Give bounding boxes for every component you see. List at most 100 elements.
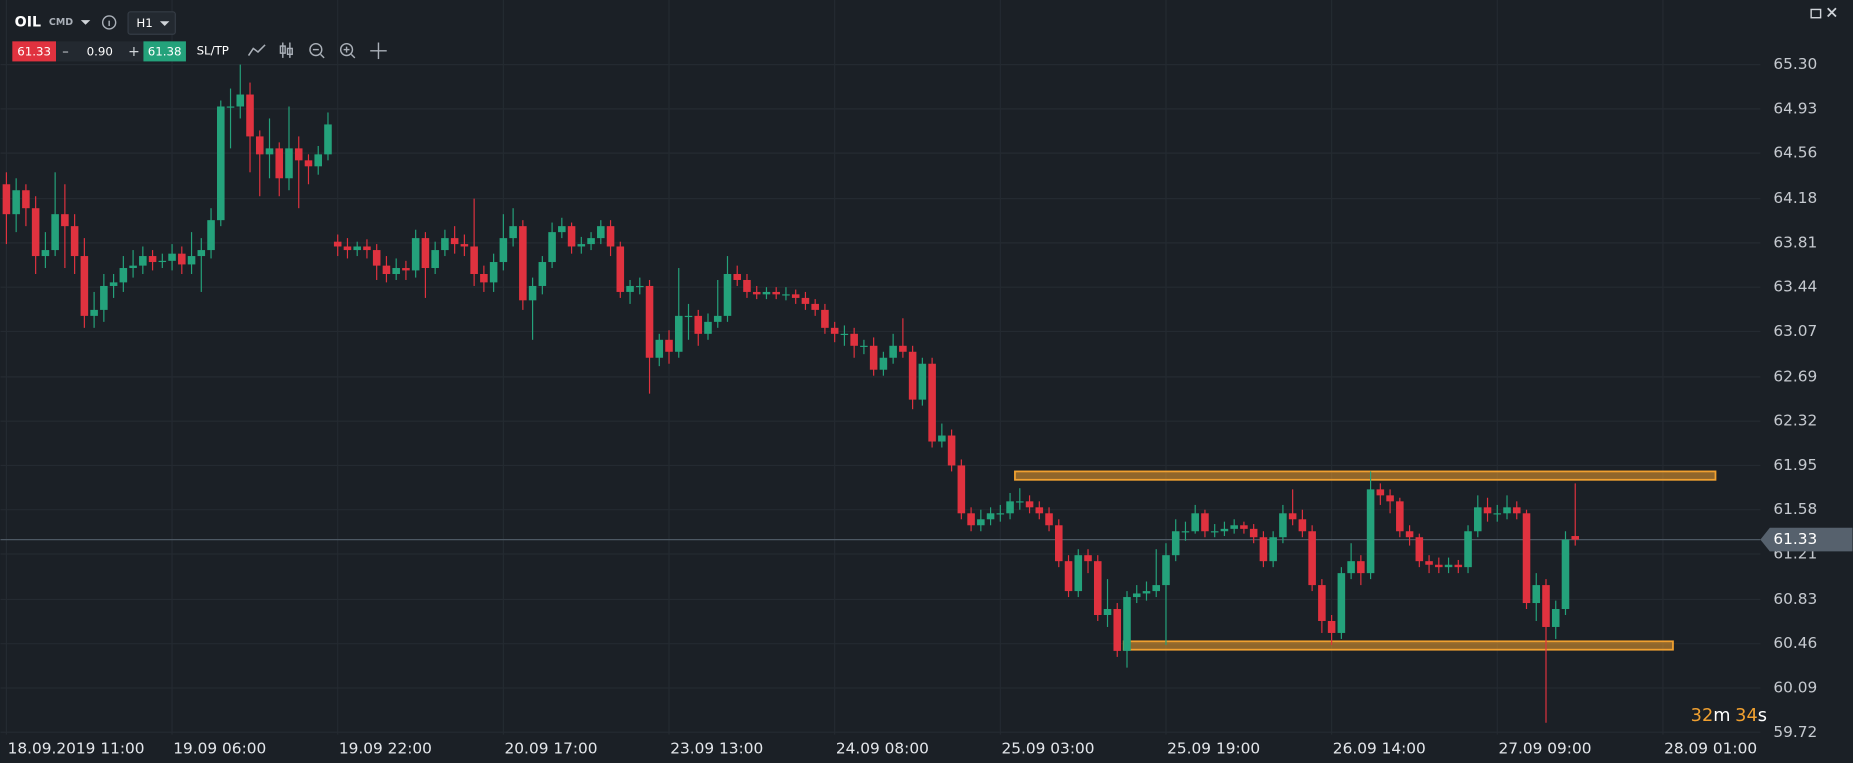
candle-body	[178, 253, 186, 265]
candle-body	[1464, 531, 1472, 568]
sell-button[interactable]	[12, 41, 57, 62]
decrease[interactable]: –	[62, 44, 68, 59]
candle-body	[869, 345, 878, 370]
y-tick-label: 60.83	[1773, 590, 1817, 608]
candle-body	[90, 309, 98, 316]
candle-body	[1483, 507, 1492, 514]
candle-body	[1327, 620, 1336, 633]
candle-body	[80, 256, 89, 316]
candle-body	[811, 303, 819, 310]
candle-body	[1191, 513, 1199, 532]
candle-body	[528, 285, 537, 301]
y-tick-label: 60.46	[1773, 634, 1817, 652]
candle-body	[265, 148, 274, 155]
candle-body	[996, 513, 1005, 515]
candle-body	[1220, 528, 1229, 532]
candle-body	[255, 136, 264, 155]
candle-body	[148, 256, 157, 263]
candle-body	[1142, 591, 1151, 594]
x-tick-label: 23.09 13:00	[670, 739, 763, 757]
candle-body	[1551, 609, 1560, 627]
candle-body	[821, 309, 829, 328]
candle-body	[762, 291, 771, 295]
last-price-marker	[1760, 527, 1853, 552]
minimize-icon[interactable]	[1810, 8, 1822, 19]
candle-body	[684, 315, 693, 318]
candle-body	[499, 238, 508, 263]
candle-body	[674, 315, 683, 352]
symbol[interactable]: OIL	[15, 14, 41, 30]
y-tick-label: 61.58	[1773, 500, 1817, 518]
candle-body	[1376, 489, 1385, 496]
candle-body	[22, 190, 30, 209]
candle-body	[743, 279, 751, 292]
candle-body	[616, 246, 625, 292]
timeframe-select[interactable]	[127, 11, 176, 35]
candle-body	[899, 345, 907, 352]
candle-body	[372, 250, 381, 266]
sell-price: 61.33	[17, 44, 51, 58]
info-icon[interactable]	[101, 15, 117, 30]
candle-body	[850, 333, 858, 346]
candle-body	[226, 106, 235, 108]
candle-body	[986, 513, 995, 520]
candle-body	[791, 294, 800, 298]
candle-body	[558, 226, 566, 233]
volume[interactable]: 0.90	[87, 44, 113, 58]
candle-body	[636, 285, 644, 288]
x-tick-label: 20.09 17:00	[505, 739, 598, 757]
candle-body	[314, 154, 323, 167]
candle-body	[704, 321, 712, 334]
candle-body	[947, 435, 956, 466]
candle-body	[12, 190, 20, 215]
candle-body	[1571, 536, 1580, 540]
move-icon[interactable]	[370, 42, 387, 60]
y-tick-label: 64.56	[1773, 144, 1817, 162]
y-tick-label: 63.81	[1773, 233, 1817, 251]
candle-body	[1152, 585, 1161, 592]
candle-body	[168, 253, 176, 261]
candle-body	[1240, 525, 1248, 529]
sltp-button[interactable]: SL/TP	[197, 43, 229, 57]
line-chart-icon[interactable]	[247, 44, 266, 56]
candle-body	[1366, 489, 1375, 574]
candle-body	[187, 256, 196, 265]
candle-body	[158, 260, 167, 263]
buy-button[interactable]	[143, 41, 186, 62]
candle-body	[626, 285, 634, 292]
close-icon[interactable]	[1827, 7, 1837, 18]
candle-body	[1064, 561, 1073, 592]
candle-body	[489, 262, 498, 283]
candle-body	[441, 238, 449, 251]
candle-body	[1259, 537, 1268, 562]
dropdown-icon[interactable]	[80, 20, 91, 25]
x-tick-label: 18.09.2019 11:00	[8, 739, 145, 757]
x-tick-label: 24.09 08:00	[836, 739, 929, 757]
increase[interactable]: +	[128, 44, 140, 60]
zoom-in-icon[interactable]	[339, 42, 356, 59]
candle-body	[938, 435, 946, 442]
candle-body	[480, 273, 488, 283]
candles	[2, 64, 1580, 723]
x-tick-label: 25.09 19:00	[1167, 739, 1260, 757]
candle-body	[61, 214, 69, 227]
candle-body	[1181, 531, 1190, 533]
candle-body	[1347, 561, 1355, 574]
candle-body	[1532, 585, 1541, 604]
countdown-unit: s	[1758, 706, 1767, 726]
candle-body	[1055, 525, 1063, 562]
zoom-out-icon[interactable]	[309, 42, 325, 59]
candle-body	[460, 244, 469, 247]
candle-body	[645, 285, 654, 358]
candle-body	[1308, 531, 1316, 586]
candle-body	[100, 285, 108, 310]
candle-body	[421, 238, 430, 269]
candle-chart-icon[interactable]	[279, 42, 293, 58]
candle-body	[1512, 507, 1521, 514]
y-tick-label: 64.93	[1773, 99, 1817, 117]
candle-body	[275, 148, 284, 179]
candle-body	[1337, 573, 1346, 633]
candle-body	[1474, 507, 1482, 532]
